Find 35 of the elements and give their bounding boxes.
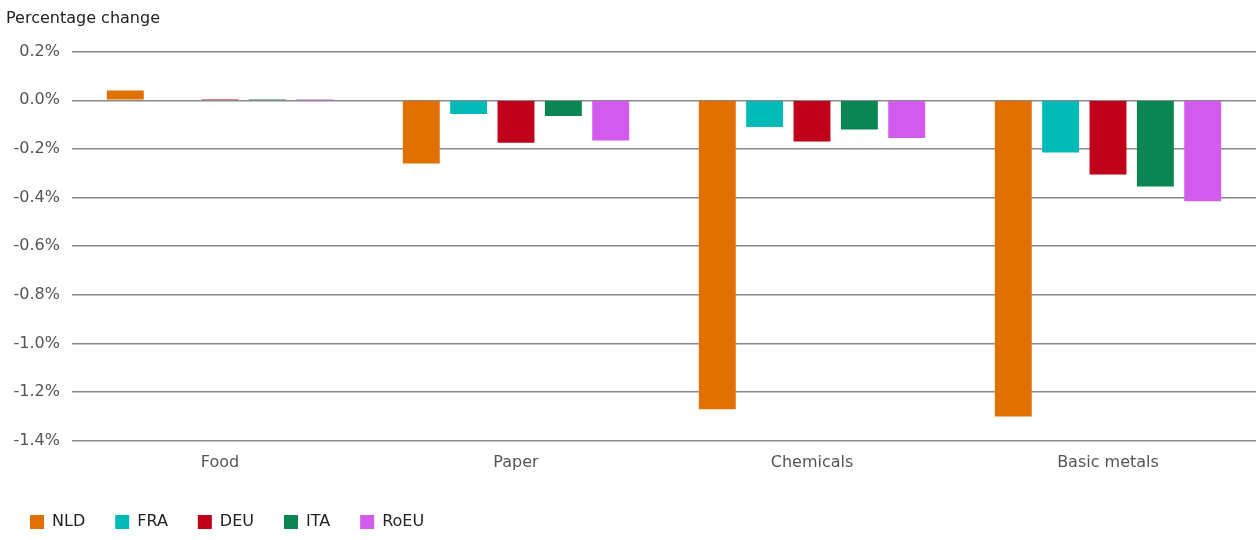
bar <box>1136 101 1174 187</box>
bar <box>1042 101 1080 153</box>
y-tick-label: -1.2% <box>13 381 60 401</box>
y-tick-label: -0.8% <box>13 284 60 304</box>
legend-label: DEU <box>219 511 254 531</box>
y-tick-label: -1.0% <box>13 332 60 352</box>
bar <box>888 101 926 138</box>
legend-label: ITA <box>305 511 331 531</box>
legend-label: FRA <box>137 511 168 531</box>
y-tick-label: -0.2% <box>13 138 60 158</box>
bar <box>544 101 582 117</box>
y-tick-label: 0.0% <box>19 89 60 109</box>
x-tick-label: Basic metals <box>1057 451 1159 471</box>
legend-label: RoEU <box>382 511 425 531</box>
y-tick-label: 0.2% <box>19 40 60 60</box>
x-tick-label: Food <box>200 451 240 471</box>
bar <box>1089 101 1127 175</box>
y-tick-label: -1.4% <box>13 429 60 449</box>
bar <box>793 101 831 142</box>
legend-label: NLD <box>52 511 86 531</box>
bar <box>497 101 535 143</box>
y-tick-label: -0.4% <box>13 186 60 206</box>
bar <box>994 101 1032 417</box>
y-tick-label: -0.6% <box>13 235 60 255</box>
bar <box>698 101 736 410</box>
x-tick-label: Chemicals <box>770 451 854 471</box>
bar <box>402 101 440 164</box>
y-axis-title: Percentage change <box>6 8 160 27</box>
bar <box>106 90 144 100</box>
x-tick-label: Paper <box>493 451 540 471</box>
bar <box>592 101 630 141</box>
bar <box>450 101 488 115</box>
bar <box>746 101 784 128</box>
bar <box>1184 101 1222 202</box>
bar <box>840 101 878 130</box>
